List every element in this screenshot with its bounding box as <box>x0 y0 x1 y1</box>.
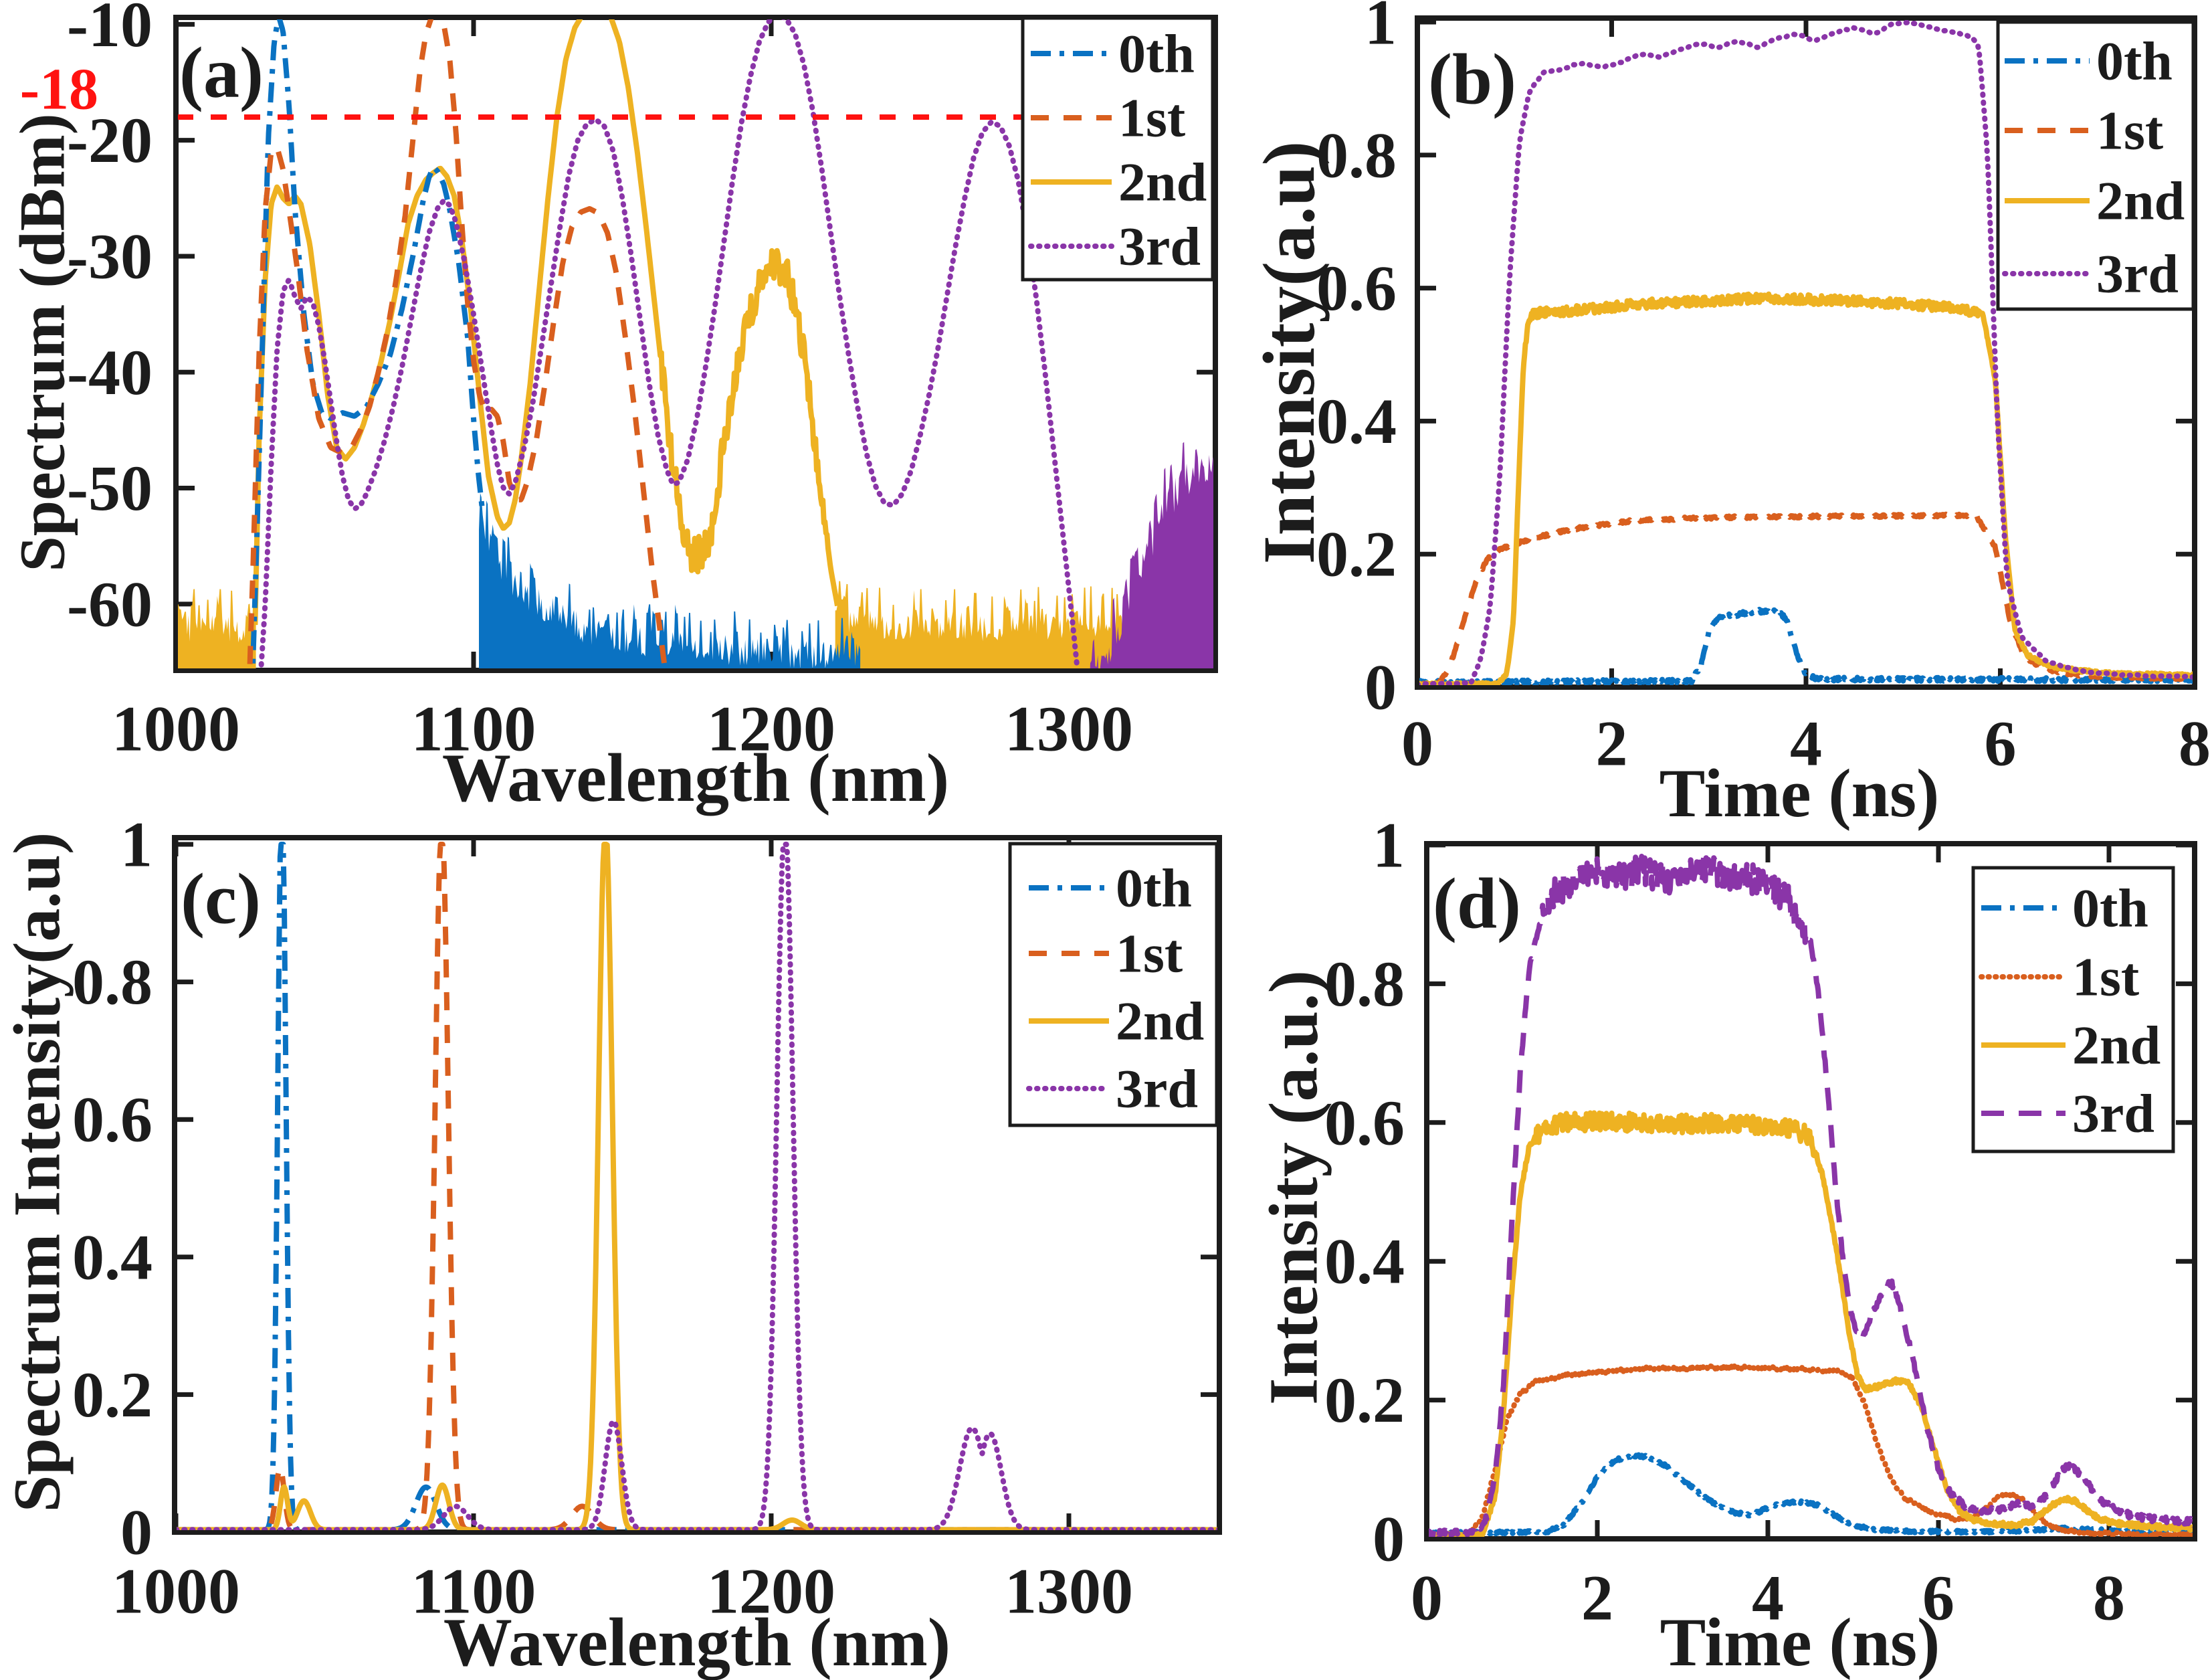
svg-text:0.4: 0.4 <box>72 1221 153 1293</box>
svg-text:0: 0 <box>1365 652 1397 723</box>
svg-text:1: 1 <box>1365 0 1397 58</box>
svg-text:6: 6 <box>1922 1562 1954 1634</box>
svg-text:0.4: 0.4 <box>1324 1226 1405 1297</box>
svg-text:2: 2 <box>1596 708 1628 779</box>
svg-text:0.2: 0.2 <box>1316 519 1397 590</box>
svg-text:1300: 1300 <box>1005 693 1133 765</box>
svg-text:0.2: 0.2 <box>72 1359 153 1430</box>
svg-text:1: 1 <box>1373 810 1405 881</box>
svg-text:1100: 1100 <box>411 1556 536 1627</box>
svg-text:Intensity (a.u.): Intensity (a.u.) <box>1255 970 1332 1405</box>
svg-text:Spectrum Intensity(a.u): Spectrum Intensity(a.u) <box>0 832 74 1513</box>
svg-text:3rd: 3rd <box>1116 1058 1198 1119</box>
svg-text:1000: 1000 <box>112 693 240 765</box>
svg-text:Wavelength (nm): Wavelength (nm) <box>442 740 949 816</box>
svg-text:2: 2 <box>1581 1562 1613 1634</box>
svg-text:Wavelength (nm): Wavelength (nm) <box>443 1604 950 1680</box>
svg-text:4: 4 <box>1790 708 1822 779</box>
svg-text:0.4: 0.4 <box>1316 385 1397 457</box>
svg-text:1st: 1st <box>2072 947 2139 1008</box>
svg-text:2nd: 2nd <box>2072 1015 2160 1076</box>
svg-text:6: 6 <box>1985 708 2017 779</box>
svg-text:0.6: 0.6 <box>1316 252 1397 324</box>
svg-text:8: 8 <box>2093 1562 2125 1634</box>
svg-text:1200: 1200 <box>707 693 835 765</box>
svg-text:-18: -18 <box>20 58 98 122</box>
svg-text:0: 0 <box>1401 708 1433 779</box>
svg-text:0.8: 0.8 <box>72 946 153 1018</box>
svg-text:-30: -30 <box>67 220 153 292</box>
svg-text:Intensity(a.u): Intensity(a.u) <box>1248 141 1330 565</box>
svg-text:1300: 1300 <box>1005 1556 1133 1627</box>
svg-text:0.2: 0.2 <box>1324 1364 1405 1436</box>
svg-text:0.6: 0.6 <box>1324 1087 1405 1158</box>
svg-text:0th: 0th <box>2072 878 2148 939</box>
svg-text:3rd: 3rd <box>2072 1083 2154 1144</box>
svg-text:-50: -50 <box>67 452 153 524</box>
svg-text:0th: 0th <box>1116 858 1192 919</box>
svg-text:-20: -20 <box>67 104 153 176</box>
svg-text:0: 0 <box>120 1497 153 1568</box>
svg-text:-10: -10 <box>67 0 153 60</box>
svg-text:2nd: 2nd <box>1118 152 1207 213</box>
svg-text:Time (ns): Time (ns) <box>1660 755 1940 832</box>
svg-text:(c): (c) <box>181 860 261 939</box>
svg-text:1st: 1st <box>1116 923 1183 984</box>
svg-text:-40: -40 <box>67 337 153 408</box>
svg-text:1200: 1200 <box>707 1556 835 1627</box>
svg-text:3rd: 3rd <box>2096 244 2179 304</box>
svg-text:0th: 0th <box>1118 23 1195 84</box>
svg-text:2nd: 2nd <box>1116 991 1204 1052</box>
svg-text:(d): (d) <box>1433 864 1521 944</box>
svg-text:-60: -60 <box>67 568 153 640</box>
svg-text:Spectrum (dBm): Spectrum (dBm) <box>7 113 78 571</box>
svg-text:0: 0 <box>1373 1503 1405 1575</box>
svg-text:1100: 1100 <box>411 693 536 765</box>
svg-text:1000: 1000 <box>112 1556 240 1627</box>
svg-text:3rd: 3rd <box>1118 216 1201 277</box>
svg-text:(a): (a) <box>179 33 264 113</box>
svg-text:0th: 0th <box>2096 31 2173 92</box>
svg-text:(b): (b) <box>1428 40 1516 120</box>
svg-text:8: 8 <box>2179 708 2211 779</box>
svg-text:0.8: 0.8 <box>1324 948 1405 1020</box>
svg-text:1st: 1st <box>2096 100 2163 161</box>
svg-text:1st: 1st <box>1118 88 1185 149</box>
svg-text:0.6: 0.6 <box>72 1084 153 1155</box>
svg-text:0.8: 0.8 <box>1316 119 1397 191</box>
svg-text:1: 1 <box>120 809 153 880</box>
svg-text:Time (ns): Time (ns) <box>1660 1604 1940 1680</box>
svg-text:4: 4 <box>1752 1562 1784 1634</box>
svg-text:0: 0 <box>1411 1562 1443 1634</box>
svg-text:2nd: 2nd <box>2096 171 2185 231</box>
